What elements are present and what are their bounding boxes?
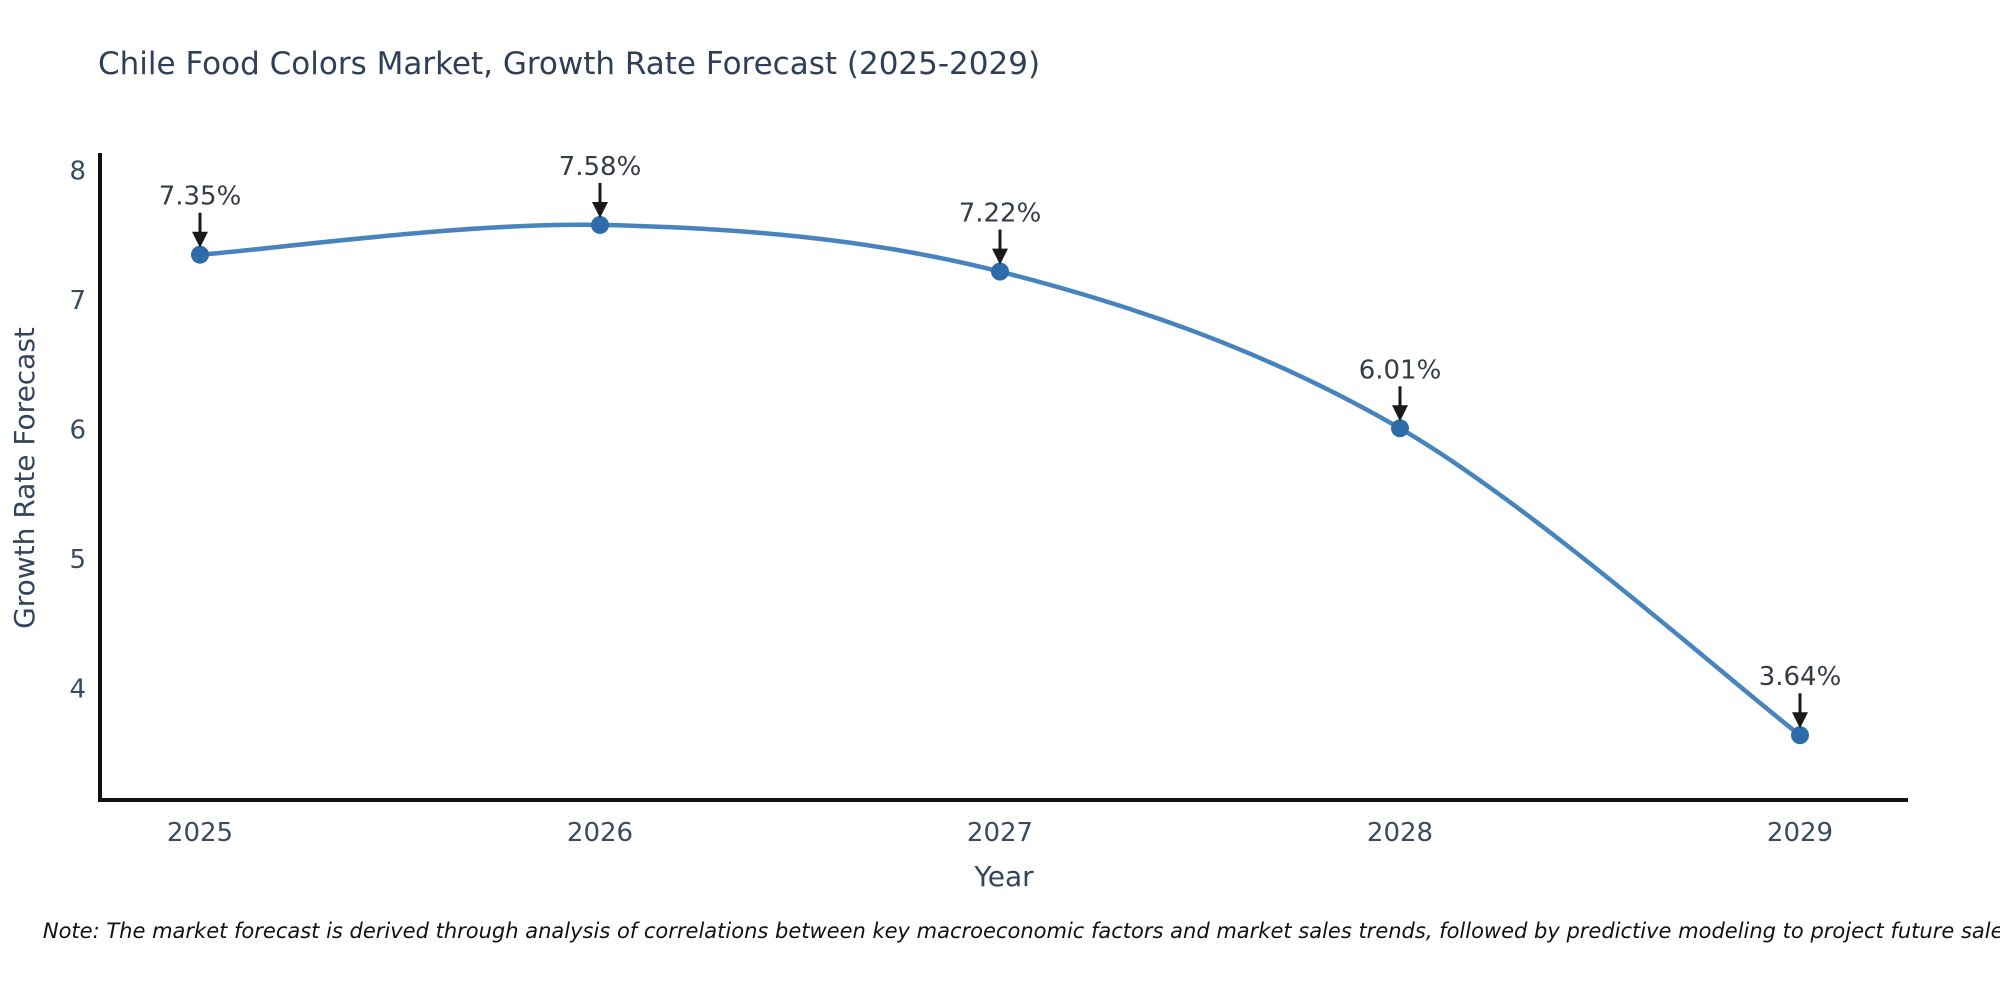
y-tick-labels: 4 5 6 7 8 (69, 157, 86, 705)
x-axis-title: Year (973, 860, 1034, 893)
data-point-marker[interactable] (191, 245, 209, 264)
chart-title: Chile Food Colors Market, Growth Rate Fo… (98, 46, 1040, 82)
footnote: Note: The market forecast is derived thr… (43, 919, 2000, 943)
point-annotations: 7.35% 7.58% 7.22% 6.01% 3.64% (159, 152, 1842, 729)
data-point-marker[interactable] (991, 262, 1009, 281)
data-point-marker[interactable] (1391, 419, 1409, 438)
point-annotation: 7.58% (559, 152, 642, 218)
x-tick-label: 2026 (567, 818, 633, 848)
point-value-label: 7.58% (559, 152, 642, 182)
y-tick-label: 6 (69, 416, 86, 446)
annotation-arrowhead-icon (1392, 405, 1408, 422)
line-series (197, 222, 1803, 738)
x-tick-label: 2025 (167, 818, 233, 848)
x-tick-label: 2027 (967, 818, 1033, 848)
point-annotation: 6.01% (1359, 355, 1442, 422)
annotation-arrowhead-icon (592, 201, 608, 218)
annotation-arrowhead-icon (992, 248, 1008, 265)
y-tick-label: 8 (69, 157, 86, 187)
x-tick-label: 2028 (1367, 818, 1433, 848)
point-value-label: 3.64% (1759, 662, 1842, 692)
data-point-marker[interactable] (1791, 726, 1809, 745)
x-tick-labels: 2025 2026 2027 2028 2029 (167, 818, 1833, 848)
point-value-label: 7.35% (159, 182, 242, 212)
point-annotation: 7.22% (959, 199, 1042, 265)
y-axis-title: Growth Rate Forecast (8, 327, 41, 629)
x-tick-label: 2029 (1767, 818, 1833, 848)
data-point-markers (191, 215, 1809, 745)
point-annotation: 7.35% (159, 182, 242, 248)
point-annotation: 3.64% (1759, 662, 1842, 729)
point-value-label: 7.22% (959, 199, 1042, 229)
point-value-label: 6.01% (1359, 355, 1442, 385)
y-tick-label: 5 (69, 545, 86, 575)
y-tick-label: 4 (69, 675, 86, 705)
annotation-arrowhead-icon (192, 231, 208, 248)
y-tick-label: 7 (69, 286, 86, 316)
annotation-arrowhead-icon (1792, 712, 1808, 729)
data-point-marker[interactable] (591, 215, 609, 234)
